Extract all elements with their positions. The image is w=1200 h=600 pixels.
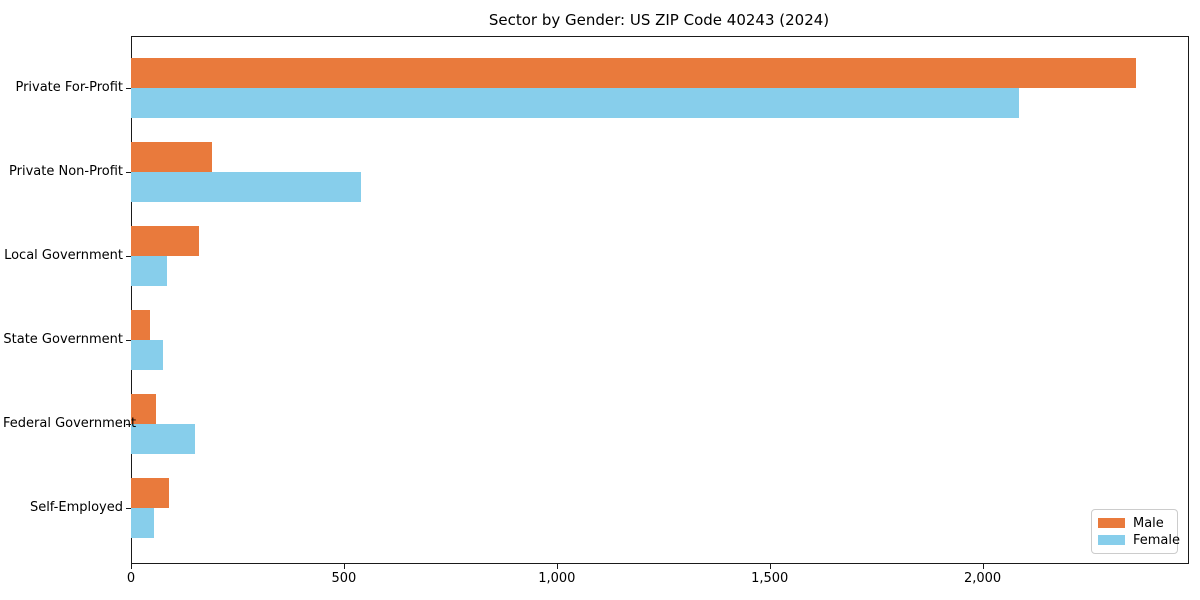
- x-tick-label-2-000: 2,000: [963, 571, 1002, 586]
- legend-label-female: Female: [1133, 532, 1181, 548]
- legend-item-male: Male: [1098, 517, 1171, 530]
- bar-private-for-profit-male: [131, 58, 1136, 88]
- legend-swatch-female: [1098, 535, 1125, 545]
- y-tick-label-self-employed: Self-Employed: [29, 500, 123, 515]
- bars-layer: [131, 36, 1187, 562]
- x-tick-mark: [982, 564, 984, 569]
- bar-state-government-female: [131, 340, 164, 370]
- bar-self-employed-male: [131, 478, 169, 508]
- chart-title: Sector by Gender: US ZIP Code 40243 (202…: [488, 11, 830, 29]
- x-tick-mark: [556, 564, 558, 569]
- y-tick-mark: [126, 340, 131, 341]
- y-tick-label-federal-government: Federal Government: [3, 416, 137, 431]
- y-tick-mark: [126, 256, 131, 257]
- x-tick-mark: [131, 564, 132, 569]
- bar-federal-government-female: [131, 424, 195, 454]
- y-tick-label-private-for-profit: Private For-Profit: [15, 80, 123, 95]
- legend-item-female: Female: [1098, 534, 1180, 547]
- x-tick-label-1-500: 1,500: [751, 571, 789, 586]
- x-tick-label-0: 0: [126, 571, 136, 586]
- bar-private-non-profit-female: [131, 172, 361, 202]
- legend: Male Female: [1091, 509, 1180, 554]
- bar-local-government-female: [131, 256, 168, 286]
- y-tick-mark: [126, 424, 131, 425]
- y-tick-label-private-non-profit: Private Non-Profit: [9, 164, 123, 179]
- y-tick-mark: [126, 88, 131, 89]
- y-tick-label-state-government: State Government: [3, 332, 123, 347]
- y-tick-label-local-government: Local Government: [4, 248, 123, 263]
- x-tick-mark: [343, 564, 345, 569]
- bar-private-non-profit-male: [131, 142, 212, 172]
- bar-private-for-profit-female: [131, 88, 1019, 118]
- bar-federal-government-male: [131, 394, 157, 424]
- x-tick-label-1-000: 1,000: [538, 571, 576, 586]
- plot-area: [131, 36, 1189, 564]
- bar-self-employed-female: [131, 508, 155, 538]
- x-tick-mark: [769, 564, 771, 569]
- bar-state-government-male: [131, 310, 151, 340]
- bar-local-government-male: [131, 226, 200, 256]
- y-tick-mark: [126, 508, 131, 509]
- x-tick-label-500: 500: [331, 571, 357, 586]
- legend-swatch-male: [1098, 518, 1125, 528]
- y-tick-mark: [126, 172, 131, 173]
- legend-label-male: Male: [1133, 515, 1164, 531]
